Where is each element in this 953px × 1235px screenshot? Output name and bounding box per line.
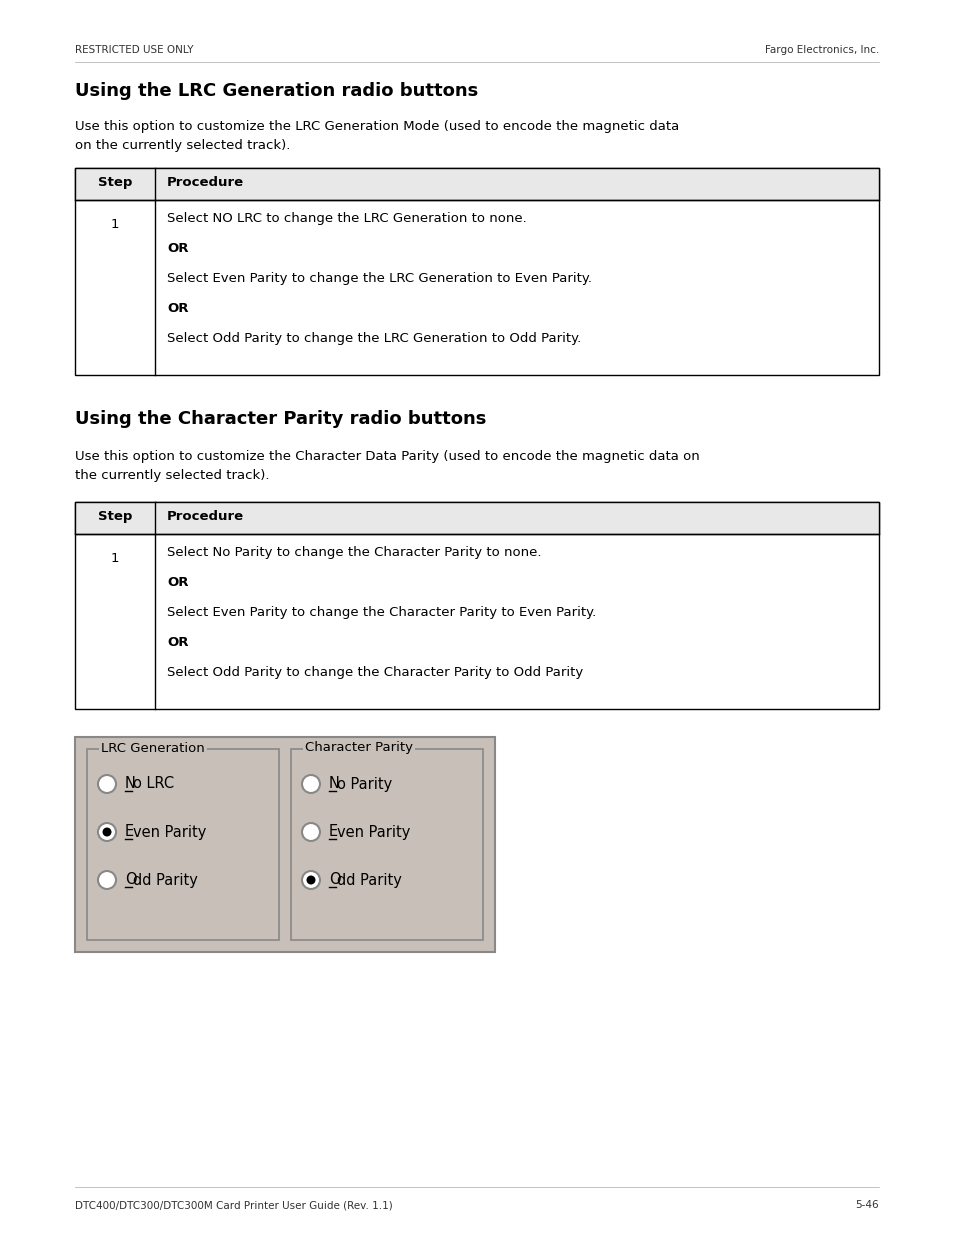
Text: 5-46: 5-46 [855, 1200, 878, 1210]
Text: OR: OR [167, 242, 189, 254]
Text: Use this option to customize the Character Data Parity (used to encode the magne: Use this option to customize the Charact… [75, 450, 699, 482]
Text: N: N [329, 777, 339, 792]
Text: Select No Parity to change the Character Parity to none.: Select No Parity to change the Character… [167, 546, 541, 559]
Text: Using the LRC Generation radio buttons: Using the LRC Generation radio buttons [75, 82, 477, 100]
Text: Step: Step [98, 177, 132, 189]
Bar [291, 748, 482, 940]
Text: OR: OR [167, 303, 189, 315]
Text: E: E [329, 825, 337, 840]
Text: DTC400/DTC300/DTC300M Card Printer User Guide (Rev. 1.1): DTC400/DTC300/DTC300M Card Printer User … [75, 1200, 393, 1210]
Text: O: O [329, 872, 340, 888]
Text: Select Odd Parity to change the Character Parity to Odd Parity: Select Odd Parity to change the Characte… [167, 666, 582, 679]
Bar [75, 737, 495, 952]
Text: Step: Step [98, 510, 132, 522]
Text: E: E [125, 825, 134, 840]
Text: dd Parity: dd Parity [337, 872, 402, 888]
Text: Select Odd Parity to change the LRC Generation to Odd Parity.: Select Odd Parity to change the LRC Gene… [167, 332, 580, 345]
Text: o LRC: o LRC [133, 777, 174, 792]
Text: RESTRICTED USE ONLY: RESTRICTED USE ONLY [75, 44, 193, 56]
Bar [75, 501, 878, 534]
Text: o Parity: o Parity [337, 777, 393, 792]
Circle shape [302, 776, 319, 793]
Text: Procedure: Procedure [167, 510, 244, 522]
Text: Using the Character Parity radio buttons: Using the Character Parity radio buttons [75, 410, 486, 429]
Text: ven Parity: ven Parity [337, 825, 411, 840]
Text: Use this option to customize the LRC Generation Mode (used to encode the magneti: Use this option to customize the LRC Gen… [75, 120, 679, 152]
Bar [75, 501, 878, 709]
Circle shape [102, 827, 112, 836]
Text: Select NO LRC to change the LRC Generation to none.: Select NO LRC to change the LRC Generati… [167, 212, 526, 225]
Bar [75, 168, 878, 200]
Bar [75, 168, 878, 375]
Text: Select Even Parity to change the LRC Generation to Even Parity.: Select Even Parity to change the LRC Gen… [167, 272, 592, 285]
Text: OR: OR [167, 636, 189, 650]
Text: LRC Generation: LRC Generation [101, 741, 205, 755]
Text: N: N [125, 777, 135, 792]
Text: OR: OR [167, 576, 189, 589]
Circle shape [302, 823, 319, 841]
Text: 1: 1 [111, 219, 119, 231]
Bar [87, 748, 278, 940]
Circle shape [98, 823, 116, 841]
Text: O: O [125, 872, 136, 888]
Text: Fargo Electronics, Inc.: Fargo Electronics, Inc. [764, 44, 878, 56]
Text: Select Even Parity to change the Character Parity to Even Parity.: Select Even Parity to change the Charact… [167, 606, 596, 619]
Text: Procedure: Procedure [167, 177, 244, 189]
Text: Character Parity: Character Parity [305, 741, 413, 755]
Circle shape [98, 871, 116, 889]
Circle shape [306, 876, 315, 884]
Text: ven Parity: ven Parity [133, 825, 207, 840]
Circle shape [302, 871, 319, 889]
Circle shape [98, 776, 116, 793]
Text: dd Parity: dd Parity [133, 872, 198, 888]
Text: 1: 1 [111, 552, 119, 564]
